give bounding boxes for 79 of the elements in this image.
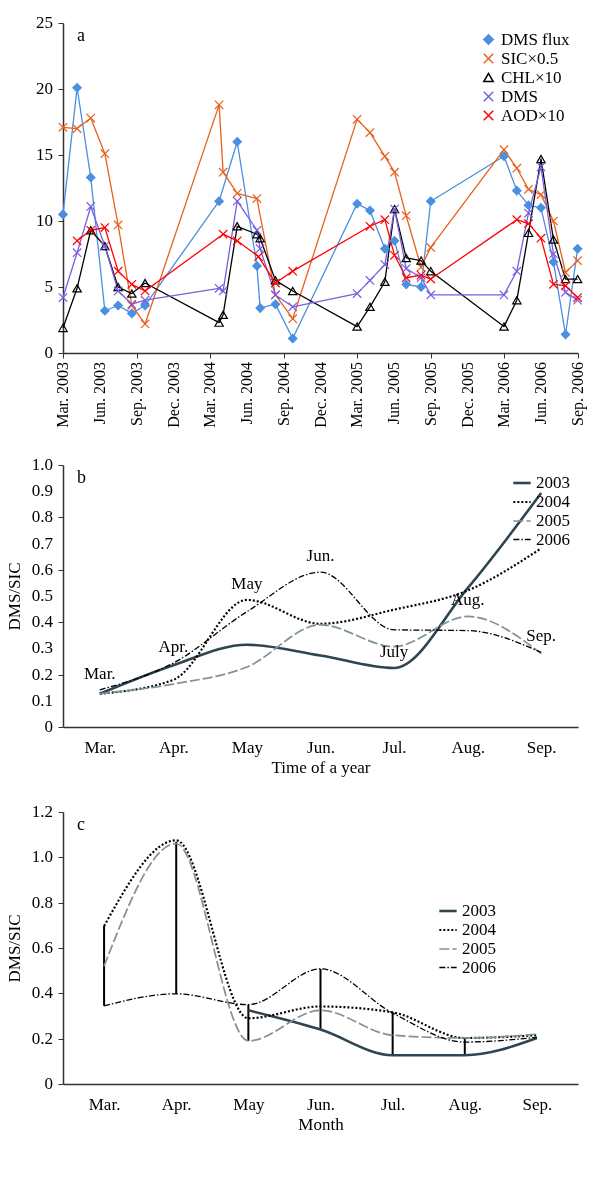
x-tick-label: Dec. 2004 (311, 362, 329, 428)
legend-label: 2006 (462, 957, 496, 977)
x-tick-label: Sep. 2004 (275, 362, 294, 426)
x-tick-label: Mar. (84, 737, 117, 757)
x-tick-label: Jun. 2006 (531, 362, 549, 425)
annotation: c (77, 814, 85, 834)
y-tick-label: 0 (44, 1074, 53, 1093)
x-tick-label: Jun. 2005 (385, 362, 403, 425)
x-tick-label: May (231, 737, 264, 757)
legend-label: CHL×10 (501, 67, 562, 87)
legend-label: 2003 (462, 901, 496, 920)
y-tick-label: 0.6 (31, 938, 53, 957)
x-tick-label: Mar. 2004 (201, 362, 219, 428)
x-tick-label: Apr. (158, 737, 189, 757)
x-tick-label: Sep. 2005 (422, 362, 441, 426)
legend-label: DMS flux (501, 29, 570, 49)
x-tick-label: Jul. (382, 737, 407, 757)
annotation: July (379, 642, 409, 662)
y-axis-title: DMS/SIC (5, 562, 24, 631)
y-tick-label: 1.0 (31, 847, 53, 867)
y-axis-title: DMS/SIC (5, 914, 24, 983)
y-tick-label: 0.5 (31, 586, 53, 605)
annotation: May (231, 573, 263, 593)
x-tick-label: Mar. (88, 1094, 121, 1114)
x-tick-label: Jun. (307, 737, 335, 757)
x-tick-label: Aug. (448, 1094, 483, 1114)
legend-label: 2004 (536, 492, 571, 511)
y-tick-label: 0.8 (31, 507, 53, 527)
legend-label: 2003 (536, 473, 570, 492)
x-tick-label: Mar. 2006 (494, 362, 512, 428)
y-tick-label: 0.4 (31, 983, 54, 1003)
y-tick-label: 1.0 (31, 455, 53, 474)
y-tick-label: 1.2 (31, 802, 53, 821)
y-tick-label: 5 (44, 277, 53, 296)
annotation: a (77, 25, 85, 45)
x-tick-label: Jun. 2004 (238, 362, 256, 425)
x-tick-label: Apr. (161, 1094, 192, 1114)
y-tick-label: 25 (36, 13, 53, 32)
y-tick-label: 20 (36, 79, 53, 98)
x-tick-label: Jul. (381, 1094, 406, 1114)
x-tick-label: Mar. 2003 (54, 362, 71, 428)
legend-label: AOD×10 (501, 105, 565, 125)
annotation: Jun. (306, 546, 335, 566)
x-axis-title: Month (298, 1114, 345, 1134)
legend-label: 2005 (536, 511, 570, 530)
y-tick-label: 10 (36, 211, 53, 230)
y-tick-label: 0.4 (31, 612, 54, 632)
x-tick-label: Dec. 2003 (164, 362, 182, 428)
x-tick-label: Sep. (526, 737, 557, 757)
y-tick-label: 0.1 (31, 690, 53, 710)
x-tick-label: Aug. (451, 737, 485, 757)
y-tick-label: 15 (36, 145, 53, 164)
x-tick-label: Sep. 2006 (569, 362, 587, 426)
annotation: Apr. (158, 637, 189, 657)
y-tick-label: 0 (44, 343, 53, 362)
legend-label: 2006 (536, 529, 570, 549)
annotation: Mar. (83, 663, 116, 683)
x-tick-label: Mar. 2005 (348, 362, 366, 428)
annotation: Sep. (526, 626, 557, 646)
y-tick-label: 0.8 (31, 892, 53, 912)
annotation: b (77, 467, 86, 487)
y-tick-label: 0.2 (31, 664, 53, 684)
y-tick-label: 0.6 (31, 559, 53, 579)
y-tick-label: 0.7 (31, 533, 54, 553)
legend-label: SIC×0.5 (501, 48, 559, 68)
x-tick-label: Sep. (522, 1094, 553, 1114)
legend-label: DMS (501, 86, 538, 106)
y-tick-label: 0.3 (31, 638, 53, 658)
legend-label: 2005 (462, 939, 496, 958)
y-tick-label: 0 (44, 717, 53, 736)
x-tick-label: Dec. 2005 (458, 362, 476, 428)
x-tick-label: May (233, 1094, 265, 1114)
x-axis-title: Time of a year (271, 757, 371, 777)
x-tick-label: Sep. 2003 (128, 362, 147, 426)
y-tick-label: 0.2 (31, 1028, 53, 1048)
x-tick-label: Jun. (307, 1094, 335, 1114)
legend-label: 2004 (462, 920, 497, 939)
x-tick-label: Jun. 2003 (91, 362, 109, 425)
y-tick-label: 0.9 (31, 481, 53, 501)
